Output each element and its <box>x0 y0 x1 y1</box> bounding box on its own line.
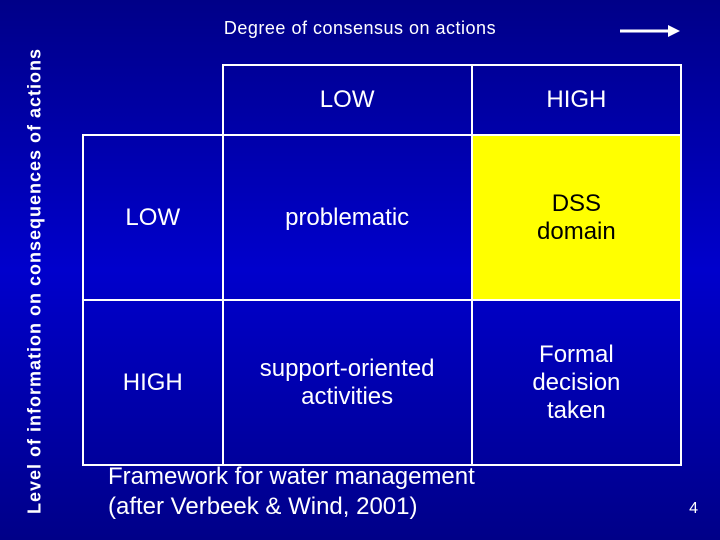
arrow-right-icon <box>620 24 680 38</box>
cell-high-high-line2: decision <box>532 369 620 396</box>
cell-low-high-line1: DSS <box>552 190 601 217</box>
matrix-corner-empty <box>83 65 223 135</box>
cell-low-high: DSS domain <box>472 135 681 300</box>
cell-high-low-line1: support-oriented <box>260 355 435 382</box>
row-header-low: LOW <box>83 135 223 300</box>
cell-high-low-line2: activities <box>301 383 393 410</box>
cell-high-high-line3: taken <box>547 397 606 424</box>
cell-low-low: problematic <box>223 135 472 300</box>
top-axis-label: Degree of consensus on actions <box>0 18 720 39</box>
side-axis-label: Level of information on consequences of … <box>25 48 46 514</box>
page-number: 4 <box>689 500 698 518</box>
cell-high-low: support-oriented activities <box>223 300 472 465</box>
caption-line2: (after Verbeek & Wind, 2001) <box>108 493 418 520</box>
caption-line1: Framework for water management <box>108 463 475 490</box>
cell-low-high-line2: domain <box>537 218 616 245</box>
cell-high-high: Formal decision taken <box>472 300 681 465</box>
col-header-high: HIGH <box>472 65 681 135</box>
col-header-low: LOW <box>223 65 472 135</box>
decision-matrix: LOW HIGH LOW problematic DSS domain HIGH… <box>82 64 682 466</box>
caption: Framework for water management (after Ve… <box>108 462 475 522</box>
row-header-high: HIGH <box>83 300 223 465</box>
cell-high-high-line1: Formal <box>539 341 614 368</box>
